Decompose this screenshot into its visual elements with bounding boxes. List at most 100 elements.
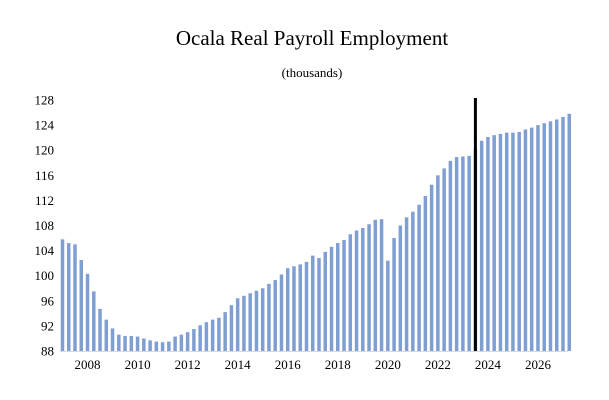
bar (223, 312, 227, 351)
bar (336, 243, 340, 351)
bars-group (60, 113, 571, 352)
x-tick-label: 2024 (475, 357, 502, 372)
bar (167, 341, 171, 351)
bar (123, 335, 127, 351)
bar (204, 322, 209, 351)
bar (279, 274, 284, 351)
bar (329, 246, 334, 351)
x-tick-label: 2014 (225, 357, 252, 372)
x-tick-label: 2026 (525, 357, 552, 372)
y-tick-label: 108 (35, 218, 55, 233)
bar (198, 325, 202, 351)
bar (235, 298, 240, 351)
x-tick-label: 2010 (125, 357, 151, 372)
bar (304, 261, 309, 351)
bar (148, 340, 152, 351)
bar (467, 155, 471, 351)
chart-title: Ocala Real Payroll Employment (176, 26, 449, 50)
bar (192, 329, 196, 351)
y-tick-label: 128 (35, 93, 55, 108)
bar (392, 238, 396, 351)
bar (285, 268, 290, 351)
bar (298, 264, 302, 351)
bar (104, 319, 109, 352)
bar (529, 127, 534, 351)
bar (479, 140, 484, 351)
y-tick-label: 120 (35, 143, 55, 158)
bar (567, 113, 571, 351)
bar (117, 334, 121, 351)
bar (536, 125, 540, 351)
bar (454, 157, 459, 351)
bar (498, 133, 503, 351)
bar (179, 334, 184, 351)
x-tick-label: 2018 (325, 357, 351, 372)
bar (504, 132, 509, 351)
bar (348, 234, 353, 351)
bar (135, 336, 140, 351)
bar (67, 243, 71, 351)
bar (511, 132, 515, 351)
bar (404, 217, 409, 351)
x-tick-label: 2016 (275, 357, 302, 372)
bar (398, 225, 403, 351)
y-tick-label: 100 (35, 268, 55, 283)
bar (110, 328, 115, 351)
bar (442, 168, 446, 351)
bar (492, 135, 496, 351)
bar (267, 283, 271, 351)
bar (523, 129, 528, 351)
bar (429, 184, 434, 351)
bar (417, 204, 421, 351)
y-tick-label: 96 (41, 293, 55, 308)
bar (160, 342, 165, 351)
bar (129, 335, 134, 351)
bar (323, 251, 328, 351)
bar (411, 211, 415, 351)
bar (98, 308, 102, 351)
bar (292, 266, 296, 351)
bar (92, 291, 96, 351)
bar (386, 260, 390, 351)
y-tick-label: 124 (35, 118, 55, 133)
bar (185, 332, 190, 351)
bar (317, 258, 321, 351)
x-tick-label: 2020 (375, 357, 401, 372)
bar (423, 196, 428, 351)
bar (73, 244, 77, 351)
bar (548, 121, 553, 351)
bar (461, 156, 465, 351)
bar (85, 273, 90, 351)
bar (542, 123, 546, 351)
bar (248, 293, 252, 351)
bar (273, 280, 277, 351)
bar (60, 239, 65, 351)
bar (210, 319, 215, 352)
y-tick-label: 88 (41, 344, 54, 359)
x-tick-label: 2012 (175, 357, 201, 372)
bar (448, 160, 453, 351)
bar (260, 288, 265, 351)
bar (517, 132, 521, 351)
bar (229, 305, 234, 351)
bar (379, 219, 384, 351)
bar (361, 228, 365, 351)
bar (154, 341, 159, 351)
bar (311, 255, 315, 351)
y-axis: 88 92 96 100 104 108 112 116 120 124 128 (35, 93, 55, 359)
bar (342, 239, 346, 351)
x-axis: 2008 2010 2012 2014 2016 2018 2020 2022 2024 2026 (75, 357, 552, 372)
bar (436, 175, 440, 351)
bar (142, 338, 146, 351)
x-tick-label: 2022 (425, 357, 451, 372)
y-tick-label: 104 (35, 243, 55, 258)
chart-subtitle: (thousands) (282, 65, 343, 80)
y-tick-label: 92 (41, 318, 54, 333)
bar (561, 116, 565, 351)
y-tick-label: 116 (35, 168, 55, 183)
bar (173, 336, 177, 351)
bar (554, 119, 559, 351)
bar (486, 137, 490, 351)
